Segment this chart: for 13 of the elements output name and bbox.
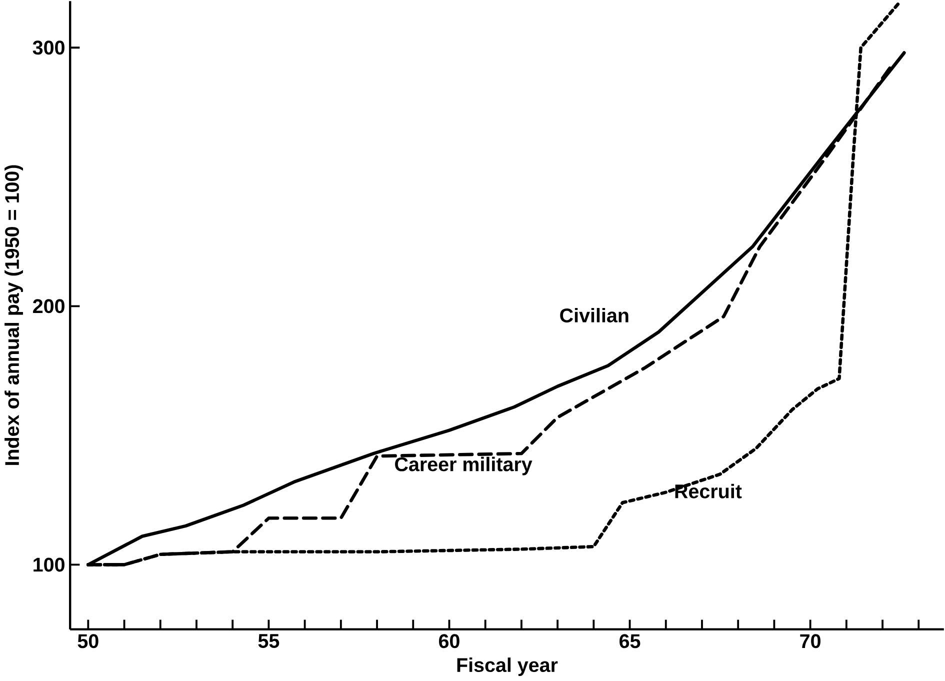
x-axis-title: Fiscal year (457, 658, 558, 676)
series-label: Career military (395, 457, 532, 476)
y-tick-label: 200 (33, 299, 64, 314)
y-tick-label: 300 (32, 40, 64, 55)
y-tick-label: 100 (34, 558, 64, 572)
series-label: Recruit (675, 484, 742, 499)
y-axis-title: Index of annual pay (1950 = 100) (4, 165, 23, 466)
x-tick-label: 50 (78, 634, 98, 648)
x-tick-label: 55 (258, 634, 280, 648)
x-tick-label: 60 (438, 634, 460, 648)
x-tick-label: 65 (620, 634, 640, 648)
series-label: Civilian (560, 308, 628, 323)
x-tick-label: 70 (800, 634, 820, 648)
